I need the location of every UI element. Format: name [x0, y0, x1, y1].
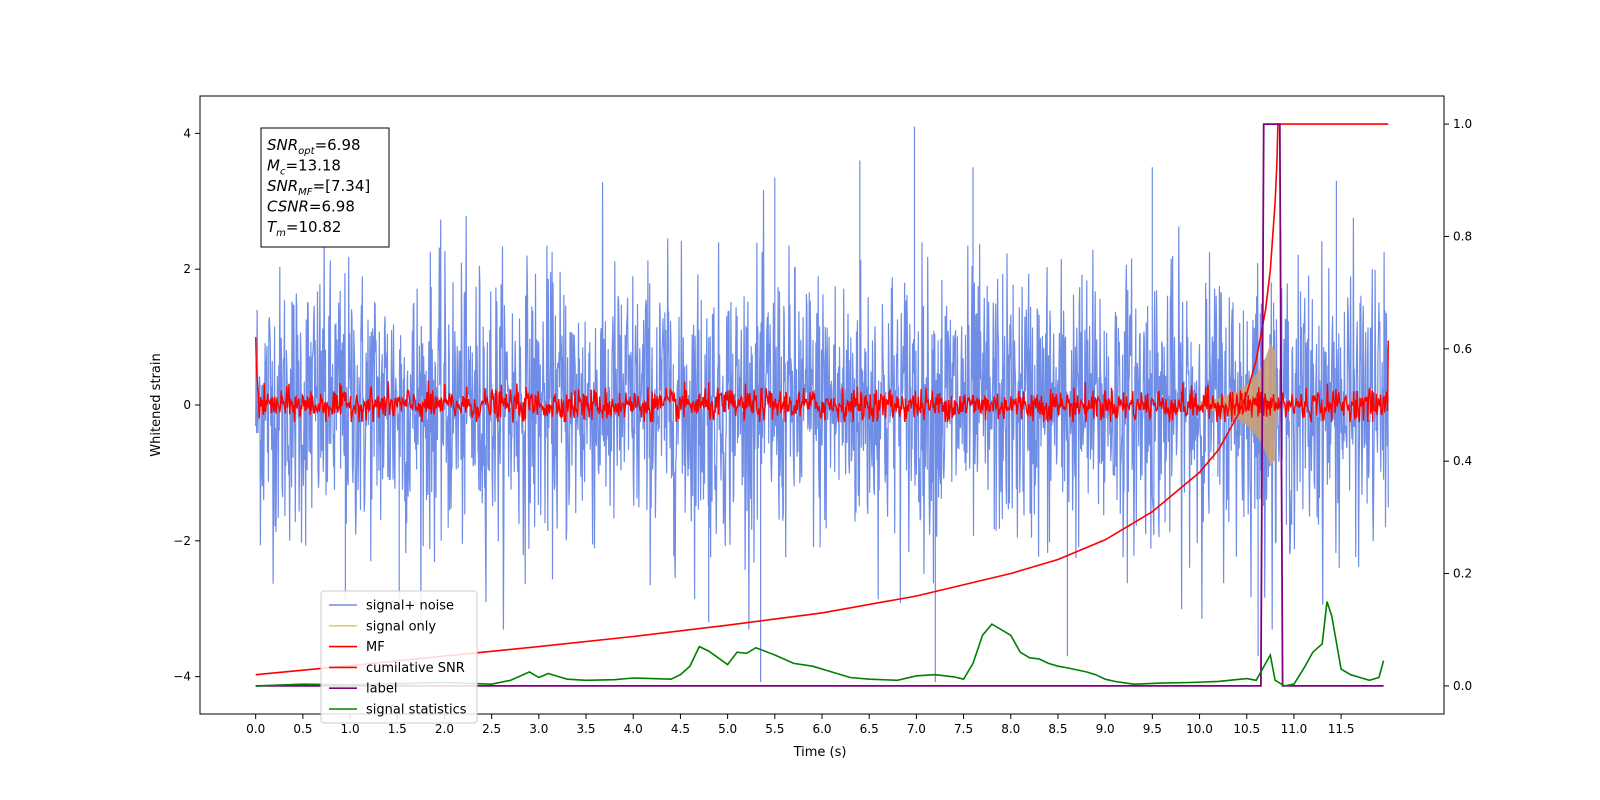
y-left-tick-label: 4	[183, 126, 191, 140]
legend-frame	[320, 590, 478, 724]
x-tick-label: 1.0	[341, 722, 360, 736]
x-tick-label: 7.5	[954, 722, 973, 736]
x-tick-label: 5.0	[718, 722, 737, 736]
y-left-tick-label: −4	[173, 670, 191, 684]
y-left-tick-label: −2	[173, 534, 191, 548]
legend-label: cumilative SNR	[366, 661, 465, 676]
y-right-ticks: 1.0 0.8 0.6 0.4 0.2 0.0	[1444, 117, 1472, 693]
x-tick-label: 4.5	[671, 722, 690, 736]
x-tick-label: 11.5	[1328, 722, 1355, 736]
x-tick-label: 2.5	[482, 722, 501, 736]
info-box-line: Tm=10.82	[267, 218, 341, 239]
y-left-ticks: 4 2 0 −2 −4	[173, 126, 200, 684]
y-left-tick-label: 0	[183, 398, 191, 412]
info-box-line: CSNR=6.98	[267, 198, 355, 216]
legend-label: MF	[366, 640, 385, 655]
y-right-tick-label: 0.2	[1453, 567, 1472, 581]
info-box-frame	[260, 127, 390, 248]
x-tick-label: 6.5	[860, 722, 879, 736]
x-tick-label: 5.5	[765, 722, 784, 736]
x-tick-label: 8.5	[1048, 722, 1067, 736]
y-left-tick-label: 2	[183, 262, 191, 276]
info-box-line: SNRMF=[7.34]	[267, 177, 370, 198]
x-tick-label: 3.0	[529, 722, 548, 736]
x-ticks: 0.0 0.5 1.0 1.5 2.0 2.5 3.0 3.5 4.0 4.5 5.0 5.5 6.0 6…	[246, 714, 1354, 736]
x-tick-label: 7.0	[907, 722, 926, 736]
x-axis-label: Time (s)	[793, 745, 847, 760]
info-box: SNRopt=6.98Mc=13.18SNRMF=[7.34]CSNR=6.98…	[260, 127, 390, 248]
series-mf	[255, 337, 1389, 423]
legend-label: signal+ noise	[366, 599, 454, 614]
legend-label: signal only	[366, 619, 436, 634]
y-right-tick-label: 0.6	[1453, 342, 1472, 356]
x-tick-label: 3.5	[576, 722, 595, 736]
x-tick-label: 4.0	[624, 722, 643, 736]
y-right-tick-label: 1.0	[1453, 117, 1472, 131]
y-right-tick-label: 0.4	[1453, 454, 1472, 468]
x-tick-label: 0.0	[246, 722, 265, 736]
series-cumulative-snr	[255, 123, 1389, 676]
x-tick-label: 1.5	[388, 722, 407, 736]
legend: signal+ noise signal only MF cumilative SNR…	[320, 590, 478, 724]
series-layer	[255, 123, 1389, 687]
x-tick-label: 9.5	[1143, 722, 1162, 736]
y-right-tick-label: 0.8	[1453, 229, 1472, 243]
x-tick-label: 8.0	[1001, 722, 1020, 736]
legend-label: signal statistics	[366, 703, 467, 718]
info-box-line: SNRopt=6.98	[267, 136, 361, 157]
x-tick-label: 6.0	[812, 722, 831, 736]
series-signal-statistics	[255, 601, 1385, 687]
y-right-tick-label: 0.0	[1453, 679, 1472, 693]
x-tick-label: 10.0	[1186, 722, 1213, 736]
info-box-line: Mc=13.18	[267, 157, 341, 178]
x-tick-label: 9.0	[1096, 722, 1115, 736]
x-tick-label: 2.0	[435, 722, 454, 736]
x-tick-label: 11.0	[1281, 722, 1308, 736]
x-tick-label: 0.5	[293, 722, 312, 736]
y-axis-label-left: Whitened strain	[149, 353, 164, 456]
legend-label: label	[366, 682, 397, 697]
series-label	[255, 123, 1384, 687]
series-signal-noise	[255, 126, 1389, 683]
x-tick-label: 10.5	[1233, 722, 1260, 736]
